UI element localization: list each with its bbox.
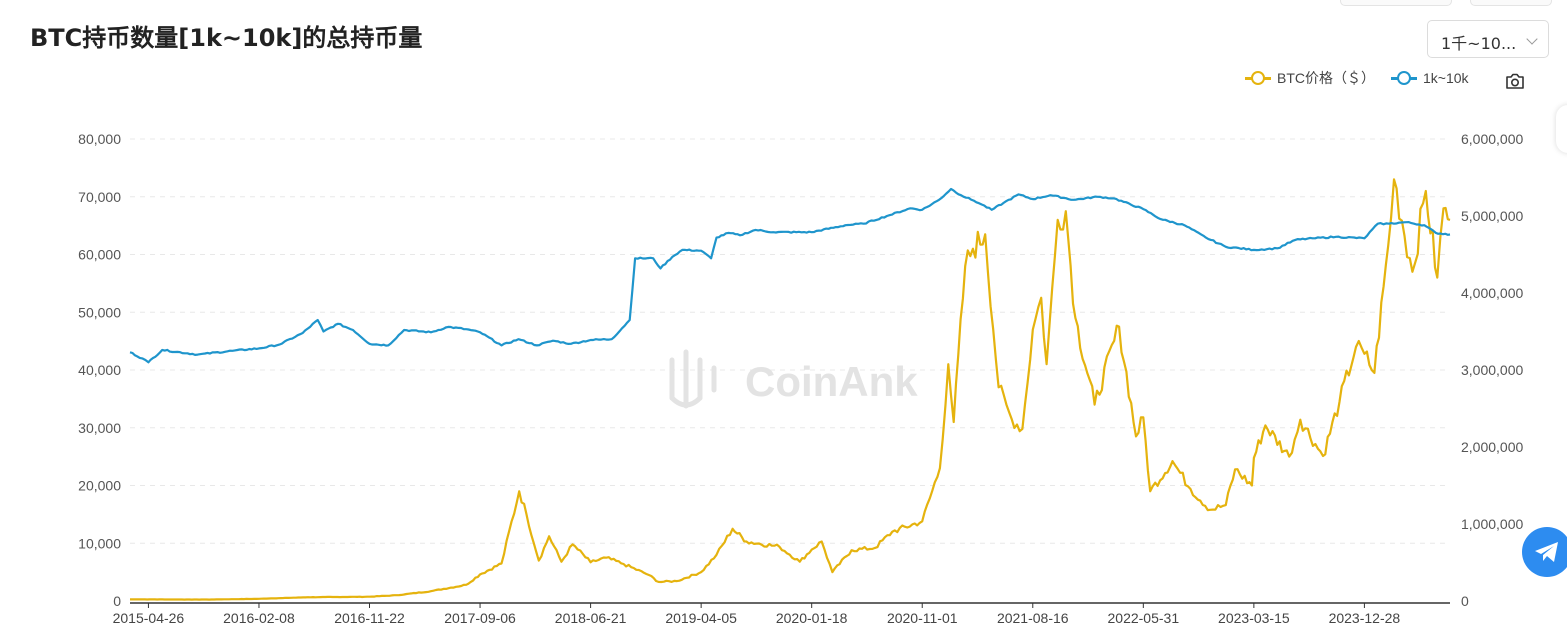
y-right-tick-label: 3,000,000 [1461, 362, 1523, 378]
x-tick-label: 2015-04-26 [113, 610, 185, 626]
x-axis: 2015-04-26 2016-02-08 2016-11-22 2017-09-06… [113, 602, 1450, 626]
top-tab-stub-2[interactable] [1470, 0, 1552, 6]
telegram-button[interactable] [1522, 527, 1567, 577]
telegram-icon [1535, 542, 1558, 562]
range-select[interactable]: 1千~10... [1427, 20, 1549, 58]
x-tick-label: 2017-09-06 [444, 610, 516, 626]
legend-label-holdings: 1k~10k [1423, 70, 1469, 86]
y-left-tick-label: 10,000 [78, 535, 121, 551]
y-left-tick-label: 70,000 [78, 189, 121, 205]
y-left-tick-label: 40,000 [78, 362, 121, 378]
y-left-tick-label: 80,000 [78, 131, 121, 147]
y-left-tick-label: 20,000 [78, 478, 121, 494]
y-axis-right: 0 1,000,000 2,000,000 3,000,000 4,000,000 5,0… [1461, 131, 1523, 609]
watermark-text: CoinAnk [745, 358, 918, 405]
legend-swatch-price [1245, 71, 1271, 85]
x-tick-label: 2020-11-01 [887, 610, 958, 626]
y-right-tick-label: 2,000,000 [1461, 439, 1523, 455]
legend-label-price: BTC价格（＄） [1277, 70, 1375, 86]
legend-item-holdings[interactable]: 1k~10k [1391, 68, 1469, 88]
x-tick-label: 2020-01-18 [776, 610, 848, 626]
y-left-tick-label: 60,000 [78, 247, 121, 263]
watermark-logo-icon [669, 349, 717, 409]
x-tick-label: 2023-03-15 [1218, 610, 1290, 626]
y-right-tick-label: 5,000,000 [1461, 208, 1523, 224]
y-axis-left: 0 10,000 20,000 30,000 40,000 50,000 60,000 70,… [78, 131, 121, 609]
x-tick-label: 2023-12-28 [1329, 610, 1401, 626]
x-tick-label: 2022-05-31 [1108, 610, 1180, 626]
series-line-holdings [129, 187, 1451, 364]
y-left-tick-label: 0 [113, 593, 121, 609]
y-left-tick-label: 30,000 [78, 420, 121, 436]
top-tab-stub-1[interactable] [1340, 0, 1452, 6]
y-right-tick-label: 4,000,000 [1461, 285, 1523, 301]
x-tick-label: 2016-02-08 [223, 610, 295, 626]
y-left-tick-label: 50,000 [78, 304, 121, 320]
x-tick-label: 2019-04-05 [665, 610, 737, 626]
y-right-tick-label: 0 [1461, 593, 1469, 609]
page-title: BTC持币数量[1k~10k]的总持币量 [30, 24, 423, 52]
side-panel-toggle[interactable] [1556, 105, 1567, 153]
y-right-tick-label: 1,000,000 [1461, 516, 1523, 532]
watermark: CoinAnk [669, 349, 918, 409]
legend-swatch-holdings [1391, 71, 1417, 85]
x-tick-label: 2018-06-21 [555, 610, 627, 626]
series-line-price [130, 178, 1451, 601]
x-tick-label: 2016-11-22 [334, 610, 405, 626]
series-lines [129, 178, 1451, 601]
y-right-tick-label: 6,000,000 [1461, 131, 1523, 147]
camera-icon[interactable] [1505, 72, 1525, 90]
legend-item-price[interactable]: BTC价格（＄） [1245, 68, 1375, 88]
x-tick-label: 2021-08-16 [997, 610, 1069, 626]
range-select-value: 1千~10... [1441, 34, 1517, 53]
